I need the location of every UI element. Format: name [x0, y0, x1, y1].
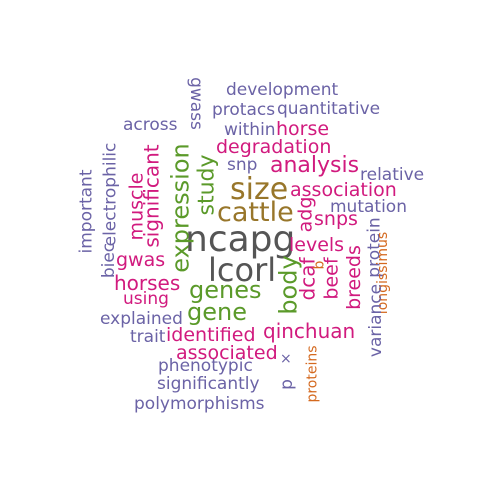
word-relative: relative [360, 165, 425, 185]
word-cattle: cattle [217, 197, 294, 228]
word-identified: identified [166, 324, 256, 346]
word-x: × [280, 351, 292, 367]
word-mutation: mutation [330, 197, 407, 217]
word-gene: gene [187, 298, 247, 326]
word-expression: expression [166, 143, 195, 273]
word-lcorl: lcorl [208, 251, 277, 289]
word-size: size [230, 172, 289, 207]
word-snp: snp [227, 155, 258, 175]
word-within: within [224, 120, 276, 140]
word-phenotypic: phenotypic [158, 356, 253, 376]
word-horses: horses [114, 271, 181, 295]
word-gwass: gwass [185, 77, 206, 130]
word-qinchuan: qinchuan [263, 319, 356, 343]
word-associated: associated [176, 342, 278, 364]
word-ncapg: ncapg [185, 219, 296, 260]
word-p: p [276, 379, 297, 390]
word-breeds: breeds [342, 245, 365, 310]
word-using: using [123, 289, 169, 309]
word-variance: variance [366, 283, 387, 358]
word-quantitative: quantitative [277, 99, 381, 119]
word-degradation: degradation [216, 136, 332, 158]
word-analysis: analysis [270, 153, 360, 178]
word-snps: snps [314, 208, 358, 230]
word-significantly: significantly [157, 374, 260, 394]
word-study: study [194, 154, 220, 216]
word-horse: horse [276, 118, 330, 140]
word-polymorphisms: polymorphisms [134, 394, 265, 414]
word-levels: levels [289, 234, 345, 256]
word-proteins: proteins [304, 345, 321, 403]
word-b: b [311, 260, 328, 270]
word-development: development [226, 80, 339, 100]
word-important: important [76, 169, 97, 254]
word-association: association [290, 179, 397, 201]
word-across: across [123, 115, 178, 135]
word-significant: significant [139, 144, 164, 248]
word-electrophilic: electrophilic [100, 142, 121, 247]
word-genes: genes [189, 276, 262, 304]
word-protacs: protacs [212, 100, 276, 120]
word-adg: adg [294, 196, 317, 233]
word-explained: explained [100, 309, 183, 329]
word-trait: trait [130, 327, 166, 347]
word-biec: biec [99, 242, 120, 279]
word-gwas: gwas [116, 249, 166, 271]
